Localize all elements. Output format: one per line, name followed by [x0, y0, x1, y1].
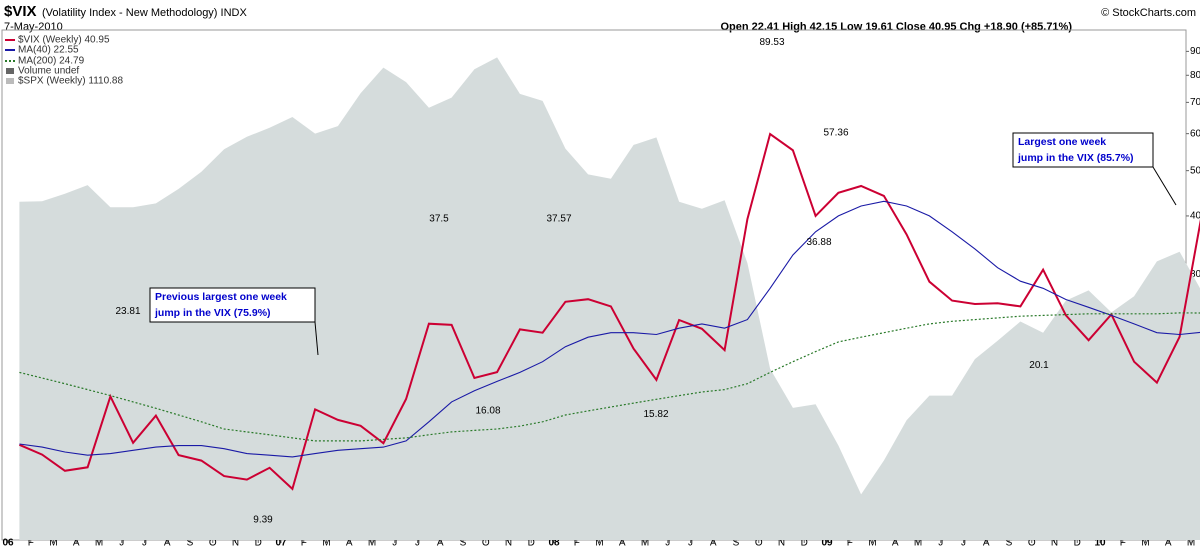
- series-line: [19, 200, 1200, 458]
- peak-label: 15.82: [643, 409, 668, 420]
- x-tick-label: F: [847, 538, 853, 549]
- x-tick-label: J: [961, 538, 966, 549]
- x-tick-label: M: [641, 538, 649, 549]
- x-tick-label: J: [142, 538, 147, 549]
- peak-label: 23.81: [115, 306, 140, 317]
- peak-label: 9.39: [253, 515, 273, 526]
- legend-label: MA(200) 24.79: [18, 56, 85, 67]
- x-tick-label: A: [892, 538, 899, 549]
- legend-label: $SPX (Weekly) 1110.88: [18, 76, 123, 87]
- x-tick-label: A: [983, 538, 990, 549]
- callout-box: [1012, 132, 1154, 168]
- x-tick-label: J: [938, 538, 943, 549]
- x-tick-label: S: [1006, 538, 1013, 549]
- x-tick-label: 08: [548, 538, 560, 549]
- x-tick-label: M: [914, 538, 922, 549]
- x-tick-label: S: [460, 538, 467, 549]
- x-tick-label: 09: [821, 538, 833, 549]
- x-tick-label: J: [119, 538, 124, 549]
- x-tick-label: A: [164, 538, 171, 549]
- peak-label: 57.36: [823, 127, 848, 138]
- callout-arrow: [1152, 166, 1177, 206]
- x-tick-label: M: [595, 538, 603, 549]
- x-tick-label: D: [255, 538, 262, 549]
- x-tick-label: N: [505, 538, 512, 549]
- x-tick-label: 07: [275, 538, 287, 549]
- y-tick-label: 50: [1190, 165, 1200, 176]
- x-tick-label: N: [232, 538, 239, 549]
- date: 7-May-2010: [4, 21, 63, 33]
- peak-label: 89.53: [759, 37, 784, 48]
- spx-area: [19, 57, 1200, 540]
- symbol: $VIX: [4, 3, 37, 20]
- x-tick-label: A: [437, 538, 444, 549]
- callout-arrow: [314, 321, 319, 356]
- peak-label: 37.5: [429, 214, 449, 225]
- peak-label: 37.57: [546, 213, 571, 224]
- x-tick-label: M: [49, 538, 57, 549]
- legend-swatch: [6, 68, 14, 74]
- x-tick-label: O: [209, 538, 217, 549]
- x-tick-label: J: [392, 538, 397, 549]
- x-tick-label: O: [755, 538, 763, 549]
- x-tick-label: M: [1141, 538, 1149, 549]
- x-tick-label: D: [801, 538, 808, 549]
- x-tick-label: A: [346, 538, 353, 549]
- series-line: [19, 132, 1200, 491]
- x-tick-label: J: [688, 538, 693, 549]
- x-tick-label: F: [28, 538, 34, 549]
- x-tick-label: J: [415, 538, 420, 549]
- x-tick-label: M: [868, 538, 876, 549]
- series-line: [19, 312, 1200, 442]
- y-tick-label: 70: [1190, 97, 1200, 108]
- x-tick-label: A: [619, 538, 626, 549]
- x-tick-label: O: [482, 538, 490, 549]
- y-tick-label: 80: [1190, 70, 1200, 81]
- x-tick-label: J: [665, 538, 670, 549]
- x-tick-label: M: [95, 538, 103, 549]
- x-tick-label: M: [1187, 538, 1195, 549]
- legend-label: MA(40) 22.55: [18, 45, 79, 56]
- x-tick-label: 10: [1094, 538, 1106, 549]
- callout-text: jump in the VIX (85.7%): [1017, 152, 1134, 164]
- legend-swatch: [6, 78, 14, 84]
- x-tick-label: N: [1051, 538, 1058, 549]
- x-tick-label: A: [710, 538, 717, 549]
- x-tick-label: A: [1165, 538, 1172, 549]
- peak-label: 20.1: [1029, 360, 1049, 371]
- callout-text: jump in the VIX (75.9%): [154, 307, 271, 319]
- x-tick-label: S: [733, 538, 740, 549]
- legend-label: Volume undef: [18, 66, 79, 77]
- callout-box: [149, 287, 316, 323]
- peak-label: 16.08: [475, 405, 500, 416]
- x-tick-label: O: [1028, 538, 1036, 549]
- callout-text: Largest one week: [1018, 136, 1106, 148]
- y-tick-label: 40: [1190, 211, 1200, 222]
- x-tick-label: M: [322, 538, 330, 549]
- y-tick-label: 30: [1190, 269, 1200, 280]
- x-tick-label: S: [187, 538, 194, 549]
- x-tick-label: D: [528, 538, 535, 549]
- x-tick-label: D: [1074, 538, 1081, 549]
- y-tick-label: 60: [1190, 128, 1200, 139]
- x-tick-label: A: [73, 538, 80, 549]
- x-tick-label: F: [574, 538, 580, 549]
- x-tick-label: 06: [2, 538, 14, 549]
- credit: © StockCharts.com: [1101, 7, 1196, 19]
- x-tick-label: M: [368, 538, 376, 549]
- chart-title: (Volatility Index - New Methodology) IND…: [42, 7, 247, 19]
- callout-text: Previous largest one week: [155, 291, 287, 303]
- peak-label: 36.88: [806, 237, 831, 248]
- x-tick-label: F: [1120, 538, 1126, 549]
- x-tick-label: N: [778, 538, 785, 549]
- x-tick-label: F: [301, 538, 307, 549]
- y-tick-label: 90: [1190, 46, 1200, 57]
- quote: Open 22.41 High 42.15 Low 19.61 Close 40…: [720, 21, 1072, 33]
- legend-label: $VIX (Weekly) 40.95: [18, 35, 110, 46]
